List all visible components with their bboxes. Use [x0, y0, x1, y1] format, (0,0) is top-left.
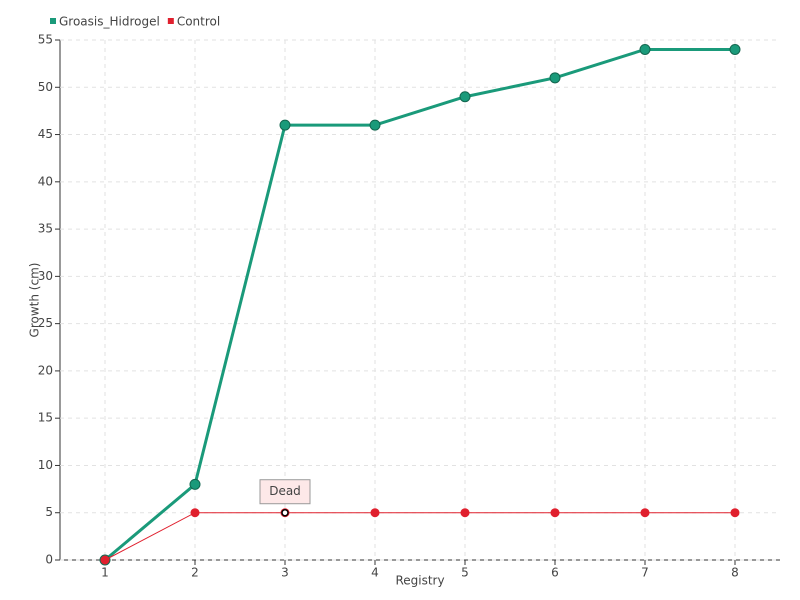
y-tick-label: 20	[38, 363, 53, 377]
annotation-text: Dead	[269, 484, 301, 498]
data-point	[639, 43, 651, 55]
x-tick-label: 6	[551, 566, 559, 580]
y-tick-label: 15	[38, 411, 53, 425]
data-point	[460, 508, 470, 518]
y-tick-label: 35	[38, 222, 53, 236]
legend-swatch	[50, 18, 56, 24]
y-tick-label: 40	[38, 174, 53, 188]
series-line	[104, 47, 735, 562]
data-point	[190, 508, 200, 518]
x-tick-label: 5	[461, 566, 469, 580]
series-line	[104, 512, 735, 561]
data-point	[640, 508, 650, 518]
y-tick-label: 10	[38, 458, 53, 472]
x-tick-label: 7	[641, 566, 649, 580]
x-tick-label: 4	[371, 566, 379, 580]
data-point	[369, 119, 381, 131]
y-tick-label: 0	[45, 553, 53, 567]
data-point	[549, 72, 561, 84]
x-tick-label: 8	[731, 566, 739, 580]
x-axis-label: Registry	[395, 574, 444, 588]
data-point	[279, 119, 291, 131]
data-point	[459, 91, 471, 103]
legend-label: Groasis_Hidrogel	[59, 15, 160, 29]
annotation-point	[281, 508, 289, 517]
y-tick-label: 45	[38, 127, 53, 141]
y-tick-label: 5	[45, 505, 53, 519]
y-tick-label: 30	[38, 269, 53, 283]
x-tick-label: 3	[281, 566, 289, 580]
data-point	[729, 43, 741, 55]
data-point	[730, 508, 740, 518]
data-point	[189, 478, 201, 490]
data-point	[550, 508, 560, 518]
y-tick-label: 50	[38, 80, 53, 94]
x-tick-label: 1	[101, 566, 109, 580]
y-tick-label: 55	[38, 33, 53, 47]
legend-label: Control	[177, 15, 220, 29]
annotation-box	[259, 479, 311, 505]
y-tick-label: 25	[38, 316, 53, 330]
x-tick-label: 2	[191, 566, 199, 580]
data-point	[100, 555, 110, 565]
data-point	[370, 508, 380, 518]
y-axis-label: Growth (cm)	[28, 263, 42, 338]
legend-swatch	[167, 18, 174, 24]
